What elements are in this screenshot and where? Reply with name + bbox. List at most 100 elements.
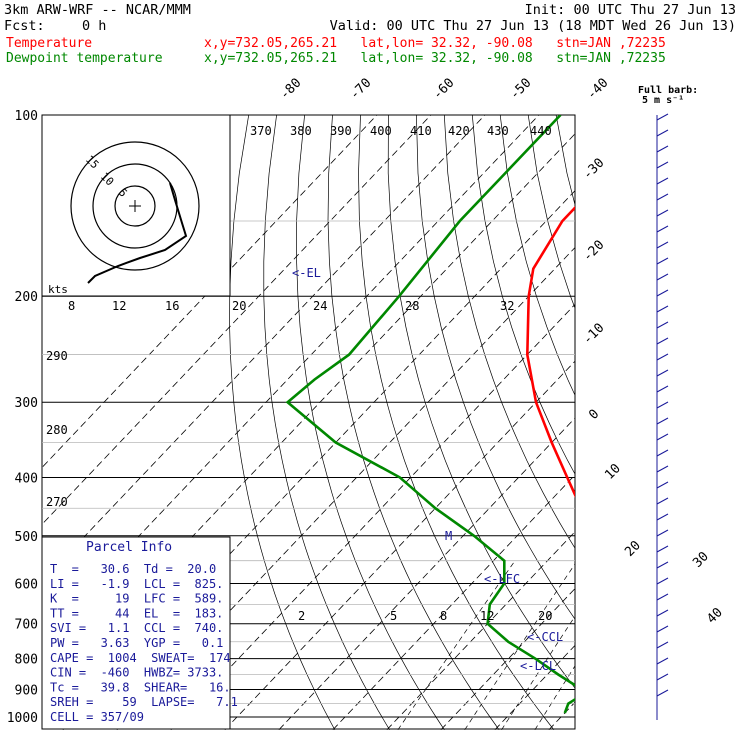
- parcel-info-row: LI = -1.9 LCL = 825.: [50, 577, 223, 591]
- theta-label-430: 430: [487, 124, 509, 138]
- wind-barb: [656, 353, 669, 361]
- wind-barb: [656, 433, 669, 441]
- theta-label-390: 390: [330, 124, 352, 138]
- pressure-tick-700: 700: [15, 618, 38, 633]
- init-time: Init: 00 UTC Thu 27 Jun 13: [524, 2, 736, 18]
- dewpoint-label: Dewpoint temperature: [6, 51, 163, 66]
- annotation-0: <-EL: [292, 266, 321, 280]
- mixing-ratio-8: [501, 615, 575, 730]
- isotherm-30: [603, 115, 740, 730]
- wind-barb: [656, 561, 669, 569]
- hodograph-ring-5: [114, 185, 156, 227]
- theta-label-370: 370: [250, 124, 272, 138]
- wind-barb: [656, 449, 669, 457]
- parcel-info-frame: [41, 536, 231, 730]
- isotherm--110: [42, 115, 432, 525]
- isotherm-label-40: 40: [704, 605, 726, 627]
- mixing-top-label-28: 28: [405, 299, 419, 313]
- wind-barb: [656, 193, 669, 201]
- parcel-info-title: Parcel Info: [86, 540, 172, 555]
- isotherm--100: [42, 115, 486, 582]
- theta-label-290: 290: [46, 349, 68, 363]
- wind-barb: [656, 289, 669, 297]
- isotherm-lines: [42, 115, 740, 730]
- wind-barb: [656, 497, 669, 505]
- wind-barb: [656, 225, 669, 233]
- dewpoint-location: x,y=732.05,265.21 lat,lon= 32.32, -90.08…: [204, 51, 666, 66]
- mixing-top-label-8: 8: [68, 299, 75, 313]
- isotherm--90: [42, 115, 540, 639]
- wind-barb: [656, 321, 669, 329]
- parcel-info-row: Tc = 39.8 SHEAR= 16.: [50, 680, 231, 694]
- wind-barb: [656, 273, 669, 281]
- pressure-tick-1000: 1000: [7, 711, 38, 726]
- valid-time: Valid: 00 UTC Thu 27 Jun 13 (18 MDT Wed …: [329, 18, 736, 34]
- isotherm-label-30: 30: [690, 549, 712, 571]
- parcel-info-row: T = 30.6 Td = 20.0: [50, 562, 216, 576]
- temperature-location: x,y=732.05,265.21 lat,lon= 32.32, -90.08…: [204, 36, 666, 51]
- isotherm-20: [548, 701, 575, 730]
- pressure-tick-200: 200: [15, 290, 38, 305]
- wind-barb: [656, 337, 669, 345]
- parcel-info-row: SVI = 1.1 CCL = 740.: [50, 621, 223, 635]
- mixing-top-label-16: 16: [165, 299, 179, 313]
- mixing-top-label-12: 12: [112, 299, 126, 313]
- dry-adiabat-290: [358, 115, 555, 730]
- dry-adiabat-360: [555, 115, 575, 207]
- mixing-top-label-20: 20: [232, 299, 246, 313]
- theta-label-440: 440: [530, 124, 552, 138]
- wind-barb: [656, 145, 669, 153]
- isotherm--60: [116, 246, 575, 730]
- isotherm--120: [42, 115, 378, 469]
- wind-barb: [656, 673, 669, 681]
- isotherm-label--80: -80: [277, 76, 304, 103]
- mixing-top-label-24: 24: [313, 299, 327, 313]
- mixing-ratio-12: [534, 665, 575, 730]
- mixing-top-label-32: 32: [500, 299, 514, 313]
- temperature-label: Temperature: [6, 36, 93, 51]
- isotherm-label--20: -20: [580, 238, 607, 265]
- wind-barb: [656, 369, 669, 377]
- mixing-label-12: 12: [480, 609, 494, 623]
- fcst-label: Fcst:: [4, 18, 45, 34]
- dry-adiabat-410: [696, 115, 740, 730]
- isotherm--50: [170, 303, 575, 730]
- annotation-1: <-LFC: [484, 572, 520, 586]
- dry-adiabat-270: [296, 115, 445, 730]
- isotherm-label-0: 0: [586, 407, 602, 423]
- wind-barb: [656, 481, 669, 489]
- parcel-info-row: CIN = -460 HWBZ= 3733.: [50, 666, 223, 680]
- wind-barb: [656, 401, 669, 409]
- mixing-ratio-20: [579, 561, 683, 730]
- dry-adiabat-260: [263, 115, 390, 730]
- parcel-info-row: CAPE = 1004 SWEAT= 174: [50, 651, 231, 665]
- wind-barb: [656, 545, 669, 553]
- wind-barb-column: [656, 113, 669, 720]
- parcel-info-row: SREH = 59 LAPSE= 7.1: [50, 695, 238, 709]
- theta-label-280: 280: [46, 423, 68, 437]
- temperature-profile: [525, 205, 575, 498]
- mixing-label-8: 8: [440, 609, 447, 623]
- isotherm-label--30: -30: [580, 156, 607, 183]
- mixing-label-5: 5: [390, 609, 397, 623]
- pressure-tick-300: 300: [15, 396, 38, 411]
- fcst-value: 0 h: [82, 18, 107, 34]
- dry-adiabat-300: [387, 115, 575, 689]
- sounding-profiles: [285, 115, 575, 714]
- pressure-tick-400: 400: [15, 471, 38, 486]
- dry-adiabat-lines: [229, 115, 740, 730]
- isotherm-label--60: -60: [430, 76, 457, 103]
- dry-adiabat-310: [416, 115, 575, 620]
- theta-label-420: 420: [448, 124, 470, 138]
- wind-barb: [656, 209, 669, 217]
- wind-barb: [656, 161, 669, 169]
- wind-barb: [656, 609, 669, 617]
- hodograph-trace: [87, 182, 188, 284]
- isotherm-0: [440, 587, 575, 730]
- isotherm-label--10: -10: [580, 321, 607, 348]
- annotation-3: <-LCL: [520, 659, 556, 673]
- parcel-info-row: K = 19 LFC = 589.: [50, 592, 223, 606]
- barb-unit: 5 m s⁻¹: [642, 95, 684, 106]
- isotherm-label-10: 10: [602, 461, 624, 483]
